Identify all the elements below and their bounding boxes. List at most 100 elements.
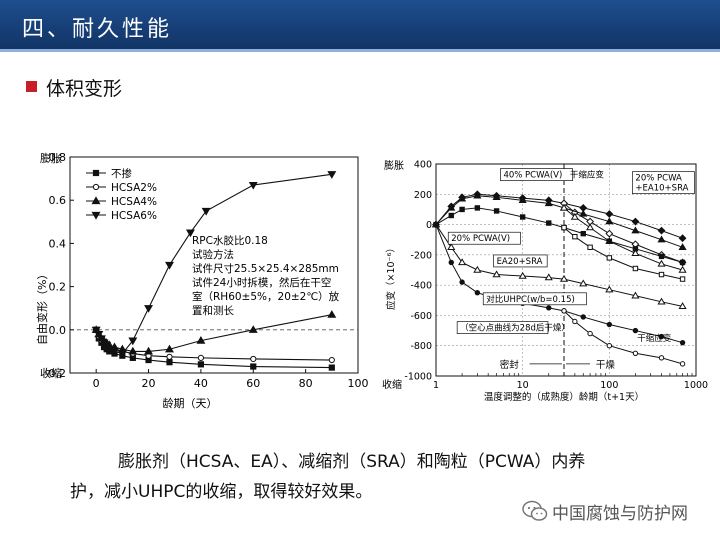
data-point — [165, 261, 174, 270]
data-point — [605, 210, 614, 218]
ylabel-top: 膨胀 — [384, 159, 404, 172]
annotation-box — [456, 321, 549, 334]
annotation: 干缩应变 — [570, 170, 605, 181]
data-point — [492, 270, 501, 278]
data-point — [678, 265, 687, 273]
annotation-text: +EA10+SRA — [635, 184, 688, 194]
data-point — [632, 265, 639, 272]
x-tick-label: 100 — [348, 377, 369, 390]
data-point — [102, 341, 112, 350]
section-subtitle: 体积变形 — [46, 78, 123, 100]
data-point — [544, 199, 553, 207]
x-tick-label: 100 — [600, 380, 618, 391]
data-point — [679, 259, 686, 266]
data-point — [473, 265, 482, 273]
y-tick-label: 0.8 — [49, 151, 67, 164]
data-point — [679, 361, 686, 367]
x-tick-label: 80 — [299, 377, 313, 390]
data-point — [185, 229, 195, 238]
plot-frame — [435, 163, 697, 377]
data-point — [631, 226, 640, 234]
title-bar: 四、耐久性能 — [0, 0, 720, 52]
legend-label: HCSA2% — [111, 182, 157, 194]
annotation-box — [500, 168, 573, 181]
data-point — [679, 339, 686, 346]
series-triangle-down — [91, 171, 337, 359]
data-point — [658, 253, 665, 260]
annotation-box — [482, 292, 587, 306]
data-point — [658, 271, 665, 278]
data-point — [518, 271, 527, 279]
data-point — [544, 273, 553, 281]
data-point — [492, 193, 501, 201]
data-point — [561, 308, 567, 314]
data-point — [586, 223, 595, 231]
data-point — [631, 249, 640, 257]
data-point — [546, 220, 552, 226]
annotation: EA20+SRA — [493, 254, 548, 268]
data-point — [433, 221, 439, 228]
annotation: 对比UHPC(w/b=0.15) — [482, 292, 587, 306]
data-point — [196, 336, 206, 344]
data-point — [605, 217, 614, 225]
annotation-text: 20% PCWA — [635, 174, 682, 184]
data-point — [197, 354, 205, 361]
data-point — [631, 291, 640, 299]
expansion-deformation-chart: 膨胀 收缩 自由变形（%） 龄期（天） RPC水胶比0.18 试验方法 试件尺寸… — [35, 151, 369, 410]
data-point — [458, 194, 467, 202]
annotation-block: RPC水胶比0.18 试验方法 试件尺寸25.5×25.4×285mm 试件24… — [192, 234, 340, 317]
annotation-text: 干缩应变 — [570, 170, 605, 181]
legend-marker — [92, 169, 100, 177]
series-circle-filled — [433, 221, 686, 346]
legend-marker — [91, 211, 101, 220]
data-point — [117, 350, 127, 359]
y-tick-label: -1000 — [404, 372, 432, 383]
data-point — [518, 196, 527, 204]
data-point — [657, 226, 666, 235]
data-point — [559, 274, 569, 282]
data-point — [474, 290, 481, 296]
data-point — [579, 279, 588, 287]
data-point — [250, 355, 257, 363]
annotation-text: 20% PCWA(V) — [451, 234, 510, 244]
annotation-text: EA20+SRA — [497, 257, 543, 267]
annotation-text: 40% PCWA(V) — [503, 171, 562, 181]
data-point — [570, 212, 579, 220]
x-tick-label: 60 — [246, 377, 260, 390]
series-line — [95, 329, 332, 369]
data-point — [572, 233, 578, 240]
data-point — [327, 171, 337, 179]
legend-label: HCSA6% — [111, 210, 157, 222]
annotation-box — [632, 171, 695, 195]
y-tick-label: -600 — [410, 311, 432, 322]
ylabel-bottom: 收缩 — [40, 366, 62, 380]
body-paragraph-line2: 护，减小UHPC的收缩，取得较好效果。 — [70, 482, 373, 502]
annotation-text: （空心点曲线为28d后干燥） — [460, 323, 570, 334]
data-point — [328, 364, 335, 371]
annotation: （空心点曲线为28d后干燥） — [456, 321, 570, 334]
annotation-box — [493, 254, 548, 268]
y-tick-label: -0.2 — [45, 367, 66, 380]
annotation-box — [447, 231, 521, 245]
data-point — [94, 331, 104, 339]
data-point — [144, 305, 154, 313]
ylabel-bottom: 收缩 — [382, 378, 402, 391]
data-point — [447, 243, 456, 250]
data-point — [493, 208, 500, 214]
y-tick-label: 400 — [414, 160, 432, 171]
x-tick-label: 20 — [142, 377, 156, 390]
y-tick-label: 0.6 — [49, 194, 67, 207]
region-label-drying: 干燥 — [596, 360, 616, 371]
data-point — [327, 310, 337, 318]
annotation: 20% PCWA+EA10+SRA — [632, 171, 695, 195]
data-point — [658, 333, 665, 340]
data-point — [657, 259, 666, 267]
watermark-text: 中国腐蚀与防护网 — [552, 504, 688, 524]
data-point — [678, 302, 687, 310]
x-tick-label: 1000 — [684, 380, 708, 391]
annotation-line: 试验方法 — [192, 248, 234, 261]
y-tick-label: 0.2 — [49, 281, 67, 294]
data-point — [605, 285, 614, 293]
data-point — [587, 330, 593, 337]
